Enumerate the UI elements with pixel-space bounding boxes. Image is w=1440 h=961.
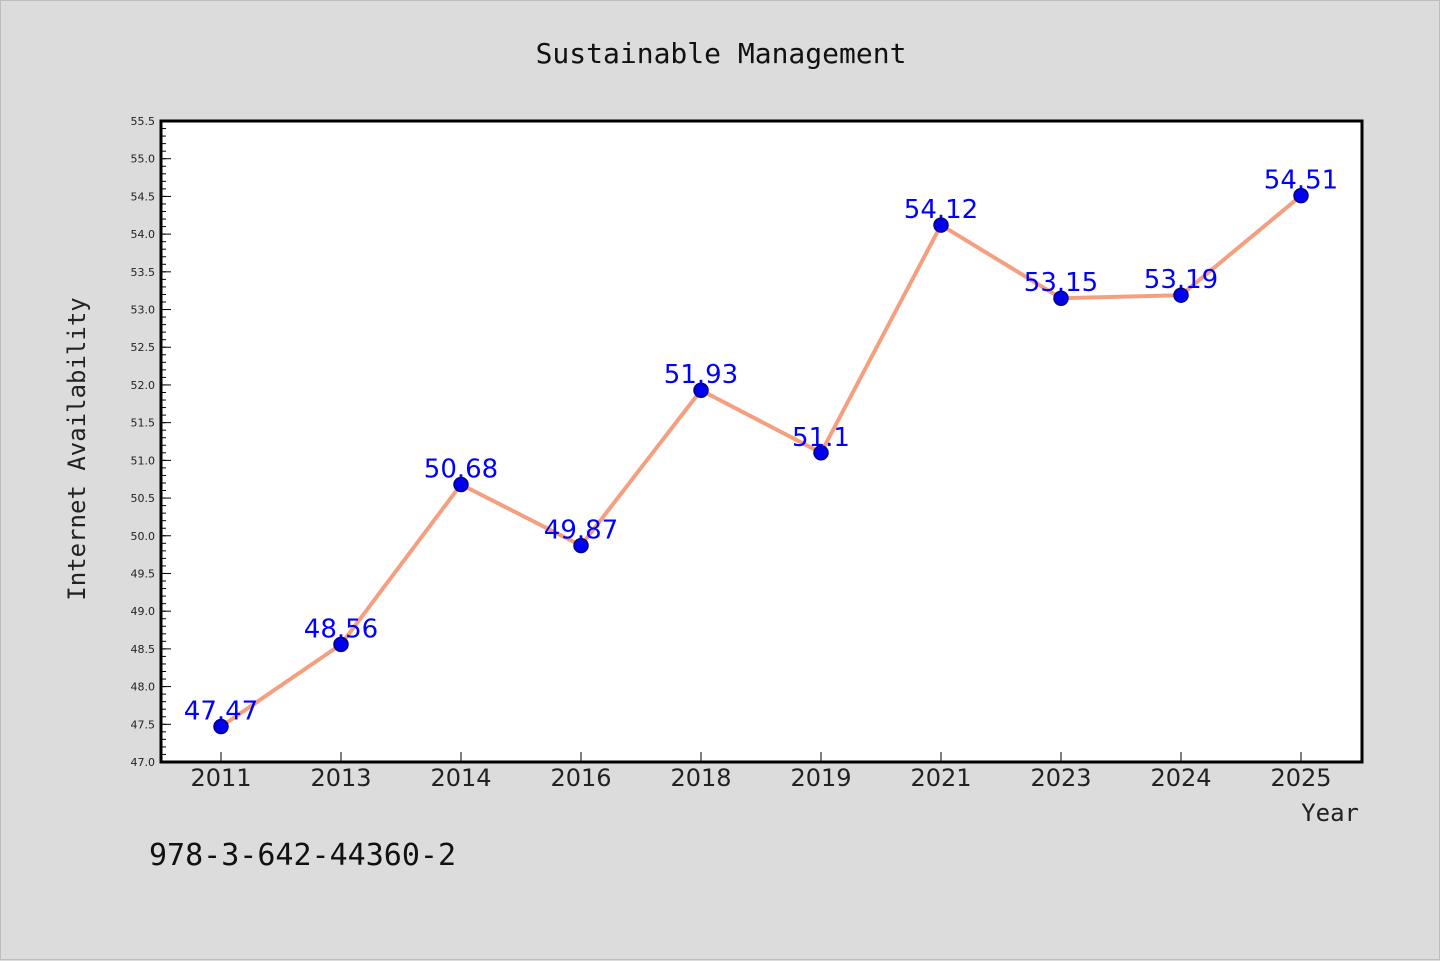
x-tick-label: 2011 bbox=[190, 764, 251, 792]
chart-title: Sustainable Management bbox=[536, 37, 907, 70]
y-tick-label: 48.5 bbox=[131, 643, 156, 656]
data-label: 53.19 bbox=[1144, 265, 1218, 295]
data-point bbox=[693, 382, 709, 398]
data-point bbox=[1173, 287, 1189, 303]
data-point bbox=[453, 476, 469, 493]
x-tick-label: 2016 bbox=[550, 764, 611, 792]
x-tick-label: 2023 bbox=[1030, 764, 1091, 792]
y-tick-label: 53.0 bbox=[131, 304, 156, 317]
y-tick-label: 50.0 bbox=[131, 530, 156, 543]
data-label: 48.56 bbox=[304, 614, 378, 644]
data-point bbox=[333, 636, 349, 653]
y-tick-label: 51.0 bbox=[131, 454, 156, 467]
y-tick-label: 53.5 bbox=[131, 266, 156, 279]
x-tick-label: 2024 bbox=[1150, 764, 1211, 792]
data-point bbox=[1053, 290, 1069, 306]
y-tick-label: 48.0 bbox=[131, 681, 156, 694]
data-point bbox=[813, 445, 829, 461]
plot-area bbox=[159, 119, 1364, 764]
data-point bbox=[573, 537, 589, 554]
data-label: 51.1 bbox=[792, 423, 850, 453]
y-tick-label: 51.5 bbox=[131, 417, 156, 430]
y-tick-label: 55.5 bbox=[131, 115, 156, 128]
x-tick-label: 2018 bbox=[670, 764, 731, 792]
y-tick-label: 54.0 bbox=[131, 228, 156, 241]
y-tick-label: 55.0 bbox=[131, 153, 156, 166]
data-label: 53.15 bbox=[1024, 268, 1098, 298]
series-line bbox=[219, 194, 1303, 729]
data-label: 49.87 bbox=[544, 516, 618, 546]
y-tick-label: 52.5 bbox=[131, 341, 156, 354]
data-point bbox=[1293, 187, 1309, 204]
y-tick-label: 47.5 bbox=[131, 718, 156, 731]
x-axis: 2011 2013 2014 2016 2018 2019 2021 2023 2024 2025 bbox=[190, 752, 1332, 792]
series-group bbox=[213, 187, 1309, 735]
x-tick-label: 2019 bbox=[790, 764, 851, 792]
data-label: 47.47 bbox=[184, 697, 258, 727]
data-label: 50.68 bbox=[424, 454, 498, 484]
y-tick-label: 49.5 bbox=[131, 567, 156, 580]
data-label: 54.51 bbox=[1264, 166, 1338, 196]
y-tick-label: 54.5 bbox=[131, 190, 156, 203]
y-tick-label: 47.0 bbox=[131, 756, 156, 769]
data-label: 51.93 bbox=[664, 360, 738, 390]
y-tick-label: 52.0 bbox=[131, 379, 156, 392]
data-labels: 47.47 48.56 50.68 49.87 51.93 51.1 54.12 53.15 5… bbox=[184, 166, 1338, 727]
data-label: 54.12 bbox=[904, 195, 978, 225]
x-tick-label: 2021 bbox=[910, 764, 971, 792]
y-tick-label: 49.0 bbox=[131, 605, 156, 618]
x-tick-label: 2013 bbox=[310, 764, 371, 792]
y-axis-label: Internet Availability bbox=[63, 297, 91, 600]
data-point bbox=[213, 718, 229, 735]
x-tick-label: 2014 bbox=[430, 764, 491, 792]
footer-isbn: 978-3-642-44360-2 bbox=[149, 838, 456, 873]
x-axis-label: Year bbox=[1301, 799, 1359, 827]
data-point bbox=[933, 217, 949, 233]
y-axis: 47.0 47.5 48.0 48.5 49.0 49.5 50.0 50.5 51.0 51.5… bbox=[131, 115, 171, 769]
x-tick-label: 2025 bbox=[1270, 764, 1331, 792]
y-tick-label: 50.5 bbox=[131, 492, 156, 505]
